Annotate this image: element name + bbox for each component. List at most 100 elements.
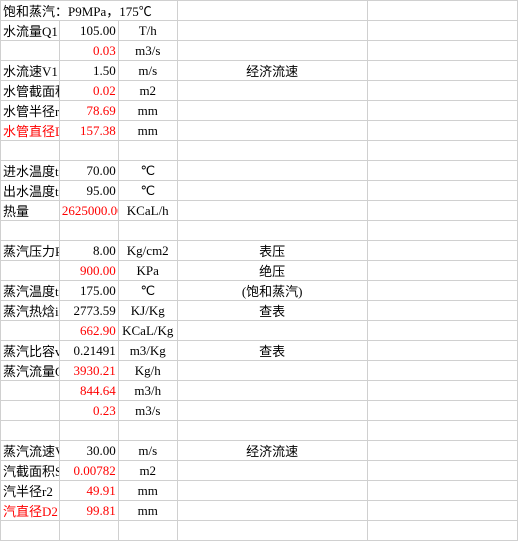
row-label: 蒸汽热焓i bbox=[1, 301, 60, 321]
table-row: 汽半径r249.91mm bbox=[1, 481, 518, 501]
table-row: 水管截面积S10.02m2 bbox=[1, 81, 518, 101]
row-label: 蒸汽温度t bbox=[1, 281, 60, 301]
row-label bbox=[1, 381, 60, 401]
table-row bbox=[1, 221, 518, 241]
row-value: 2625000.00 bbox=[59, 201, 118, 221]
table-row: 热量2625000.00KCaL/h bbox=[1, 201, 518, 221]
row-label bbox=[1, 141, 60, 161]
row-value: 95.00 bbox=[59, 181, 118, 201]
table-row: 900.00KPa绝压 bbox=[1, 261, 518, 281]
row-extra bbox=[367, 101, 517, 121]
row-extra bbox=[367, 161, 517, 181]
row-value bbox=[59, 141, 118, 161]
table-row bbox=[1, 141, 518, 161]
row-label bbox=[1, 221, 60, 241]
row-value: 3930.21 bbox=[59, 361, 118, 381]
row-unit: m3/s bbox=[118, 401, 177, 421]
row-label: 水管直径D1 bbox=[1, 121, 60, 141]
steam-calc-table: 饱和蒸汽：P9MPa，175℃ 水流量Q1105.00T/h0.03m3/s水流… bbox=[0, 0, 518, 541]
row-label: 进水温度t1 bbox=[1, 161, 60, 181]
row-note bbox=[177, 521, 367, 541]
row-label: 热量 bbox=[1, 201, 60, 221]
table-row: 蒸汽压力P8.00Kg/cm2表压 bbox=[1, 241, 518, 261]
row-value: 0.23 bbox=[59, 401, 118, 421]
row-value: 662.90 bbox=[59, 321, 118, 341]
row-note bbox=[177, 101, 367, 121]
table-row: 汽截面积S20.00782m2 bbox=[1, 461, 518, 481]
row-label: 水流速V1 bbox=[1, 61, 60, 81]
row-unit: mm bbox=[118, 101, 177, 121]
row-label: 蒸汽流速V2 bbox=[1, 441, 60, 461]
row-unit: mm bbox=[118, 121, 177, 141]
row-extra bbox=[367, 201, 517, 221]
row-unit: KPa bbox=[118, 261, 177, 281]
row-note: 查表 bbox=[177, 341, 367, 361]
row-note bbox=[177, 41, 367, 61]
row-note: 表压 bbox=[177, 241, 367, 261]
row-label: 汽半径r2 bbox=[1, 481, 60, 501]
row-note bbox=[177, 381, 367, 401]
row-note bbox=[177, 501, 367, 521]
row-note bbox=[177, 221, 367, 241]
row-note bbox=[177, 461, 367, 481]
row-unit bbox=[118, 421, 177, 441]
row-value bbox=[59, 221, 118, 241]
table-row: 水管半径r178.69mm bbox=[1, 101, 518, 121]
row-extra bbox=[367, 221, 517, 241]
row-label bbox=[1, 261, 60, 281]
row-extra bbox=[367, 21, 517, 41]
row-unit: m3/s bbox=[118, 41, 177, 61]
row-extra bbox=[367, 481, 517, 501]
row-label bbox=[1, 421, 60, 441]
row-extra bbox=[367, 301, 517, 321]
row-unit: Kg/h bbox=[118, 361, 177, 381]
row-value: 1.50 bbox=[59, 61, 118, 81]
table-row: 蒸汽比容v0.21491m3/Kg查表 bbox=[1, 341, 518, 361]
row-note: 查表 bbox=[177, 301, 367, 321]
row-extra bbox=[367, 241, 517, 261]
row-value: 157.38 bbox=[59, 121, 118, 141]
row-value: 70.00 bbox=[59, 161, 118, 181]
row-label: 出水温度t2 bbox=[1, 181, 60, 201]
row-value: 0.02 bbox=[59, 81, 118, 101]
row-note bbox=[177, 321, 367, 341]
row-unit: m/s bbox=[118, 441, 177, 461]
row-note bbox=[177, 481, 367, 501]
row-label bbox=[1, 401, 60, 421]
row-unit: T/h bbox=[118, 21, 177, 41]
table-row: 水管直径D1157.38mm bbox=[1, 121, 518, 141]
row-note bbox=[177, 121, 367, 141]
table-row: 进水温度t170.00℃ bbox=[1, 161, 518, 181]
row-label bbox=[1, 321, 60, 341]
row-value: 2773.59 bbox=[59, 301, 118, 321]
row-extra bbox=[367, 121, 517, 141]
row-note bbox=[177, 201, 367, 221]
row-unit: KCaL/h bbox=[118, 201, 177, 221]
row-unit: KJ/Kg bbox=[118, 301, 177, 321]
row-extra bbox=[367, 441, 517, 461]
table-row: 844.64m3/h bbox=[1, 381, 518, 401]
row-note: 绝压 bbox=[177, 261, 367, 281]
row-extra bbox=[367, 461, 517, 481]
table-row: 汽直径D299.81mm bbox=[1, 501, 518, 521]
row-note bbox=[177, 81, 367, 101]
table-row: 蒸汽流量Q23930.21Kg/h bbox=[1, 361, 518, 381]
row-label bbox=[1, 41, 60, 61]
table-row: 出水温度t295.00℃ bbox=[1, 181, 518, 201]
table-row: 蒸汽热焓i2773.59KJ/Kg查表 bbox=[1, 301, 518, 321]
row-value: 49.91 bbox=[59, 481, 118, 501]
row-value: 99.81 bbox=[59, 501, 118, 521]
row-note: (饱和蒸汽) bbox=[177, 281, 367, 301]
row-extra bbox=[367, 181, 517, 201]
row-unit: mm bbox=[118, 501, 177, 521]
row-note bbox=[177, 401, 367, 421]
row-label: 水管截面积S1 bbox=[1, 81, 60, 101]
row-extra bbox=[367, 281, 517, 301]
row-label: 蒸汽压力P bbox=[1, 241, 60, 261]
row-extra bbox=[367, 381, 517, 401]
row-label: 蒸汽流量Q2 bbox=[1, 361, 60, 381]
row-unit: ℃ bbox=[118, 181, 177, 201]
row-note bbox=[177, 141, 367, 161]
row-label: 水流量Q1 bbox=[1, 21, 60, 41]
row-value: 0.00782 bbox=[59, 461, 118, 481]
